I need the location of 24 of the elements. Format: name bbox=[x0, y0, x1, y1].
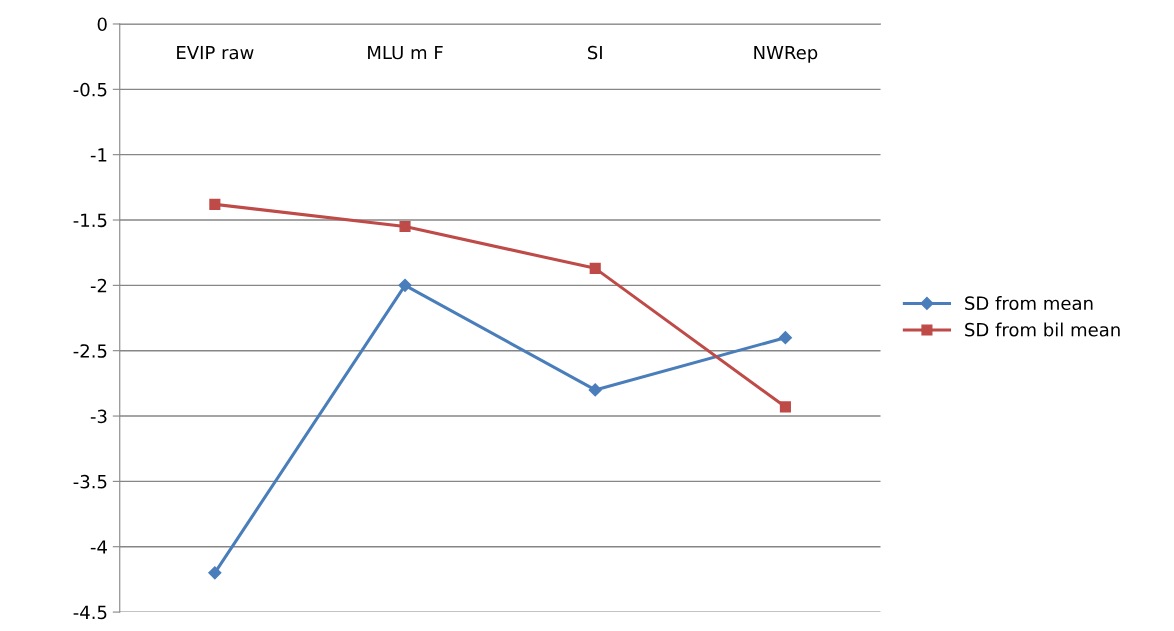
y-tick-label: -1 bbox=[90, 148, 107, 162]
point bbox=[208, 566, 222, 580]
y-tick-label: -3.5 bbox=[73, 474, 107, 489]
legend-label: SD from bil mean bbox=[965, 322, 1120, 337]
y-tick-label: -0.5 bbox=[73, 82, 107, 97]
y-tick-label: 0 bbox=[97, 17, 107, 32]
legend-label: SD from mean bbox=[965, 296, 1093, 311]
point bbox=[589, 262, 601, 274]
y-tick-label: -3 bbox=[90, 409, 107, 424]
point bbox=[588, 383, 602, 397]
point bbox=[778, 331, 792, 345]
y-tick-label: -4.5 bbox=[73, 605, 107, 620]
point bbox=[209, 198, 221, 210]
y-tick-label: -1.5 bbox=[73, 213, 107, 228]
x-tick-label: NWRep bbox=[754, 45, 818, 63]
x-tick-label: MLU m F bbox=[368, 45, 443, 60]
x-tick-label: SI bbox=[588, 45, 602, 60]
y-tick-label: -2 bbox=[90, 278, 107, 293]
y-tick-label: -2.5 bbox=[73, 344, 107, 358]
point bbox=[399, 220, 411, 233]
point bbox=[779, 401, 791, 413]
y-tick-label: -4 bbox=[90, 540, 107, 554]
x-tick-label: EVIP raw bbox=[177, 45, 254, 60]
point bbox=[398, 278, 412, 292]
